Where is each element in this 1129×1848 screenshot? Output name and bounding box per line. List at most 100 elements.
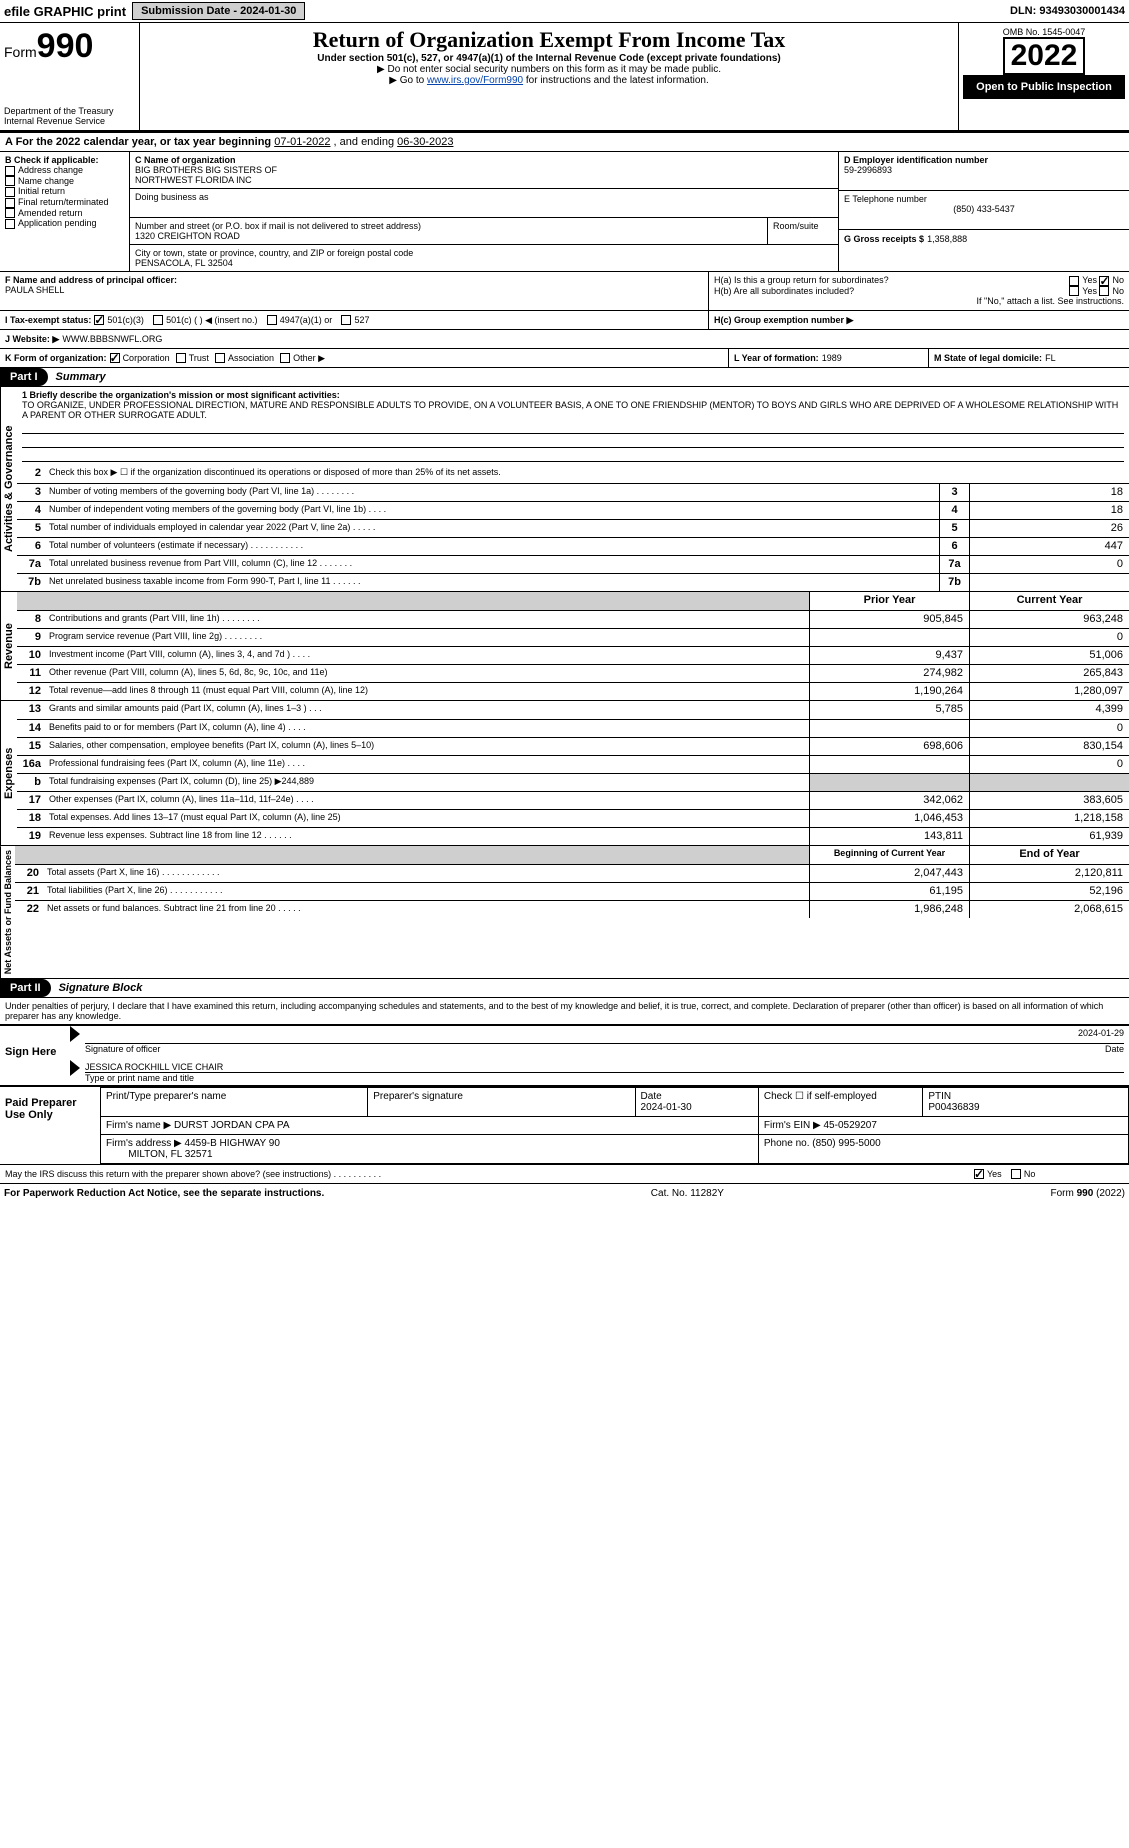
e-label: E Telephone number bbox=[844, 194, 1124, 204]
org-name2: NORTHWEST FLORIDA INC bbox=[135, 175, 833, 185]
k-assoc[interactable] bbox=[215, 353, 225, 363]
hb-yes[interactable] bbox=[1069, 286, 1079, 296]
ln-curr: 52,196 bbox=[969, 883, 1129, 900]
sign-section: Sign Here 2024-01-29 Signature of office… bbox=[0, 1024, 1129, 1085]
ln-curr: 1,218,158 bbox=[969, 810, 1129, 827]
b-label: B Check if applicable: bbox=[5, 155, 124, 165]
exp-vlabel: Expenses bbox=[0, 701, 17, 845]
year-box: OMB No. 1545-0047 2022 Open to Public In… bbox=[959, 23, 1129, 130]
ln-curr: 51,006 bbox=[969, 647, 1129, 664]
org-name1: BIG BROTHERS BIG SISTERS OF bbox=[135, 165, 833, 175]
arrow-icon bbox=[70, 1026, 80, 1042]
ln-prior: 905,845 bbox=[809, 611, 969, 628]
ln-num: 6 bbox=[17, 538, 45, 555]
gov-vlabel: Activities & Governance bbox=[0, 387, 17, 591]
city: PENSACOLA, FL 32504 bbox=[135, 258, 833, 268]
ln-num: 4 bbox=[17, 502, 45, 519]
hdr-begin: Beginning of Current Year bbox=[809, 846, 969, 864]
ln-prior: 342,062 bbox=[809, 792, 969, 809]
ln-box: 7a bbox=[939, 556, 969, 573]
topbar: efile GRAPHIC print Submission Date - 20… bbox=[0, 0, 1129, 23]
ln-curr: 265,843 bbox=[969, 665, 1129, 682]
ha-no[interactable] bbox=[1099, 276, 1109, 286]
fh-block: F Name and address of principal officer:… bbox=[0, 271, 1129, 310]
ln-num: 13 bbox=[17, 701, 45, 719]
footer: For Paperwork Reduction Act Notice, see … bbox=[0, 1183, 1129, 1203]
d-label: D Employer identification number bbox=[844, 155, 1124, 165]
title-box: Return of Organization Exempt From Incom… bbox=[140, 23, 959, 130]
ha-yes[interactable] bbox=[1069, 276, 1079, 286]
g-label: G Gross receipts $ bbox=[844, 234, 924, 244]
i-527[interactable] bbox=[341, 315, 351, 325]
ln-num: 12 bbox=[17, 683, 45, 700]
ln-prior bbox=[809, 720, 969, 737]
part1-label: Part I bbox=[0, 368, 48, 386]
part2-label: Part II bbox=[0, 979, 51, 997]
ln-val: 447 bbox=[969, 538, 1129, 555]
ln-curr: 4,399 bbox=[969, 701, 1129, 719]
exp-section: Expenses 13 Grants and similar amounts p… bbox=[0, 700, 1129, 845]
p-c2: Preparer's signature bbox=[373, 1091, 463, 1102]
tax-year: 2022 bbox=[1003, 37, 1086, 75]
q2: Check this box ▶ ☐ if the organization d… bbox=[45, 465, 1129, 483]
ln-text: Total number of individuals employed in … bbox=[45, 520, 939, 537]
ln-num: 8 bbox=[17, 611, 45, 628]
f-label: F Name and address of principal officer: bbox=[5, 275, 703, 285]
discuss-no[interactable] bbox=[1011, 1169, 1021, 1179]
ln-num: 19 bbox=[17, 828, 45, 845]
i-501c[interactable] bbox=[153, 315, 163, 325]
b-opt-2[interactable]: Initial return bbox=[5, 186, 124, 197]
dept2: Internal Revenue Service bbox=[4, 116, 135, 126]
ln-text: Total assets (Part X, line 16) . . . . .… bbox=[43, 865, 809, 882]
phone-v: (850) 995-5000 bbox=[812, 1138, 880, 1149]
b-opt-5[interactable]: Application pending bbox=[5, 218, 124, 229]
m-val: FL bbox=[1045, 353, 1056, 363]
ln-val-gray bbox=[809, 774, 969, 791]
addr-label: Number and street (or P.O. box if mail i… bbox=[135, 221, 762, 231]
i-4947[interactable] bbox=[267, 315, 277, 325]
j-label: J Website: ▶ bbox=[5, 334, 59, 344]
part1-header: Part I Summary bbox=[0, 367, 1129, 386]
m-label: M State of legal domicile: bbox=[934, 353, 1042, 363]
ln-curr: 0 bbox=[969, 629, 1129, 646]
ln-text: Revenue less expenses. Subtract line 18 … bbox=[45, 828, 809, 845]
b-opt-1[interactable]: Name change bbox=[5, 176, 124, 187]
phone: (850) 433-5437 bbox=[844, 204, 1124, 214]
discuss-row: May the IRS discuss this return with the… bbox=[0, 1164, 1129, 1183]
hdr-curr: Current Year bbox=[969, 592, 1129, 610]
ln-box: 5 bbox=[939, 520, 969, 537]
ln-prior bbox=[809, 629, 969, 646]
ln-prior: 143,811 bbox=[809, 828, 969, 845]
k-other[interactable] bbox=[280, 353, 290, 363]
note2-post: for instructions and the latest informat… bbox=[523, 75, 709, 86]
ln-num: 18 bbox=[17, 810, 45, 827]
ln-prior: 5,785 bbox=[809, 701, 969, 719]
a-pre: A For the 2022 calendar year, or tax yea… bbox=[5, 136, 274, 148]
ln-curr: 0 bbox=[969, 720, 1129, 737]
discuss-yes[interactable] bbox=[974, 1169, 984, 1179]
ln-curr: 830,154 bbox=[969, 738, 1129, 755]
ln-prior: 9,437 bbox=[809, 647, 969, 664]
submission-date-btn[interactable]: Submission Date - 2024-01-30 bbox=[132, 2, 305, 20]
k-trust[interactable] bbox=[176, 353, 186, 363]
addr2: MILTON, FL 32571 bbox=[128, 1149, 212, 1160]
b-opt-4[interactable]: Amended return bbox=[5, 208, 124, 219]
ln-curr: 2,120,811 bbox=[969, 865, 1129, 882]
b-opt-0[interactable]: Address change bbox=[5, 165, 124, 176]
ln-num: 22 bbox=[15, 901, 43, 918]
paid-label: Paid Preparer Use Only bbox=[0, 1087, 100, 1164]
ln-num: 5 bbox=[17, 520, 45, 537]
ln-text: Net assets or fund balances. Subtract li… bbox=[43, 901, 809, 918]
ln-val: 26 bbox=[969, 520, 1129, 537]
irs-link[interactable]: www.irs.gov/Form990 bbox=[427, 75, 523, 86]
dba-label: Doing business as bbox=[135, 192, 833, 202]
ln-prior: 61,195 bbox=[809, 883, 969, 900]
k-corp[interactable] bbox=[110, 353, 120, 363]
b-opt-3[interactable]: Final return/terminated bbox=[5, 197, 124, 208]
ln-curr: 963,248 bbox=[969, 611, 1129, 628]
form-number: 990 bbox=[37, 27, 94, 65]
i-501c3[interactable] bbox=[94, 315, 104, 325]
firm-v: DURST JORDAN CPA PA bbox=[174, 1120, 290, 1131]
firm-l: Firm's name ▶ bbox=[106, 1120, 171, 1131]
ln-prior: 698,606 bbox=[809, 738, 969, 755]
